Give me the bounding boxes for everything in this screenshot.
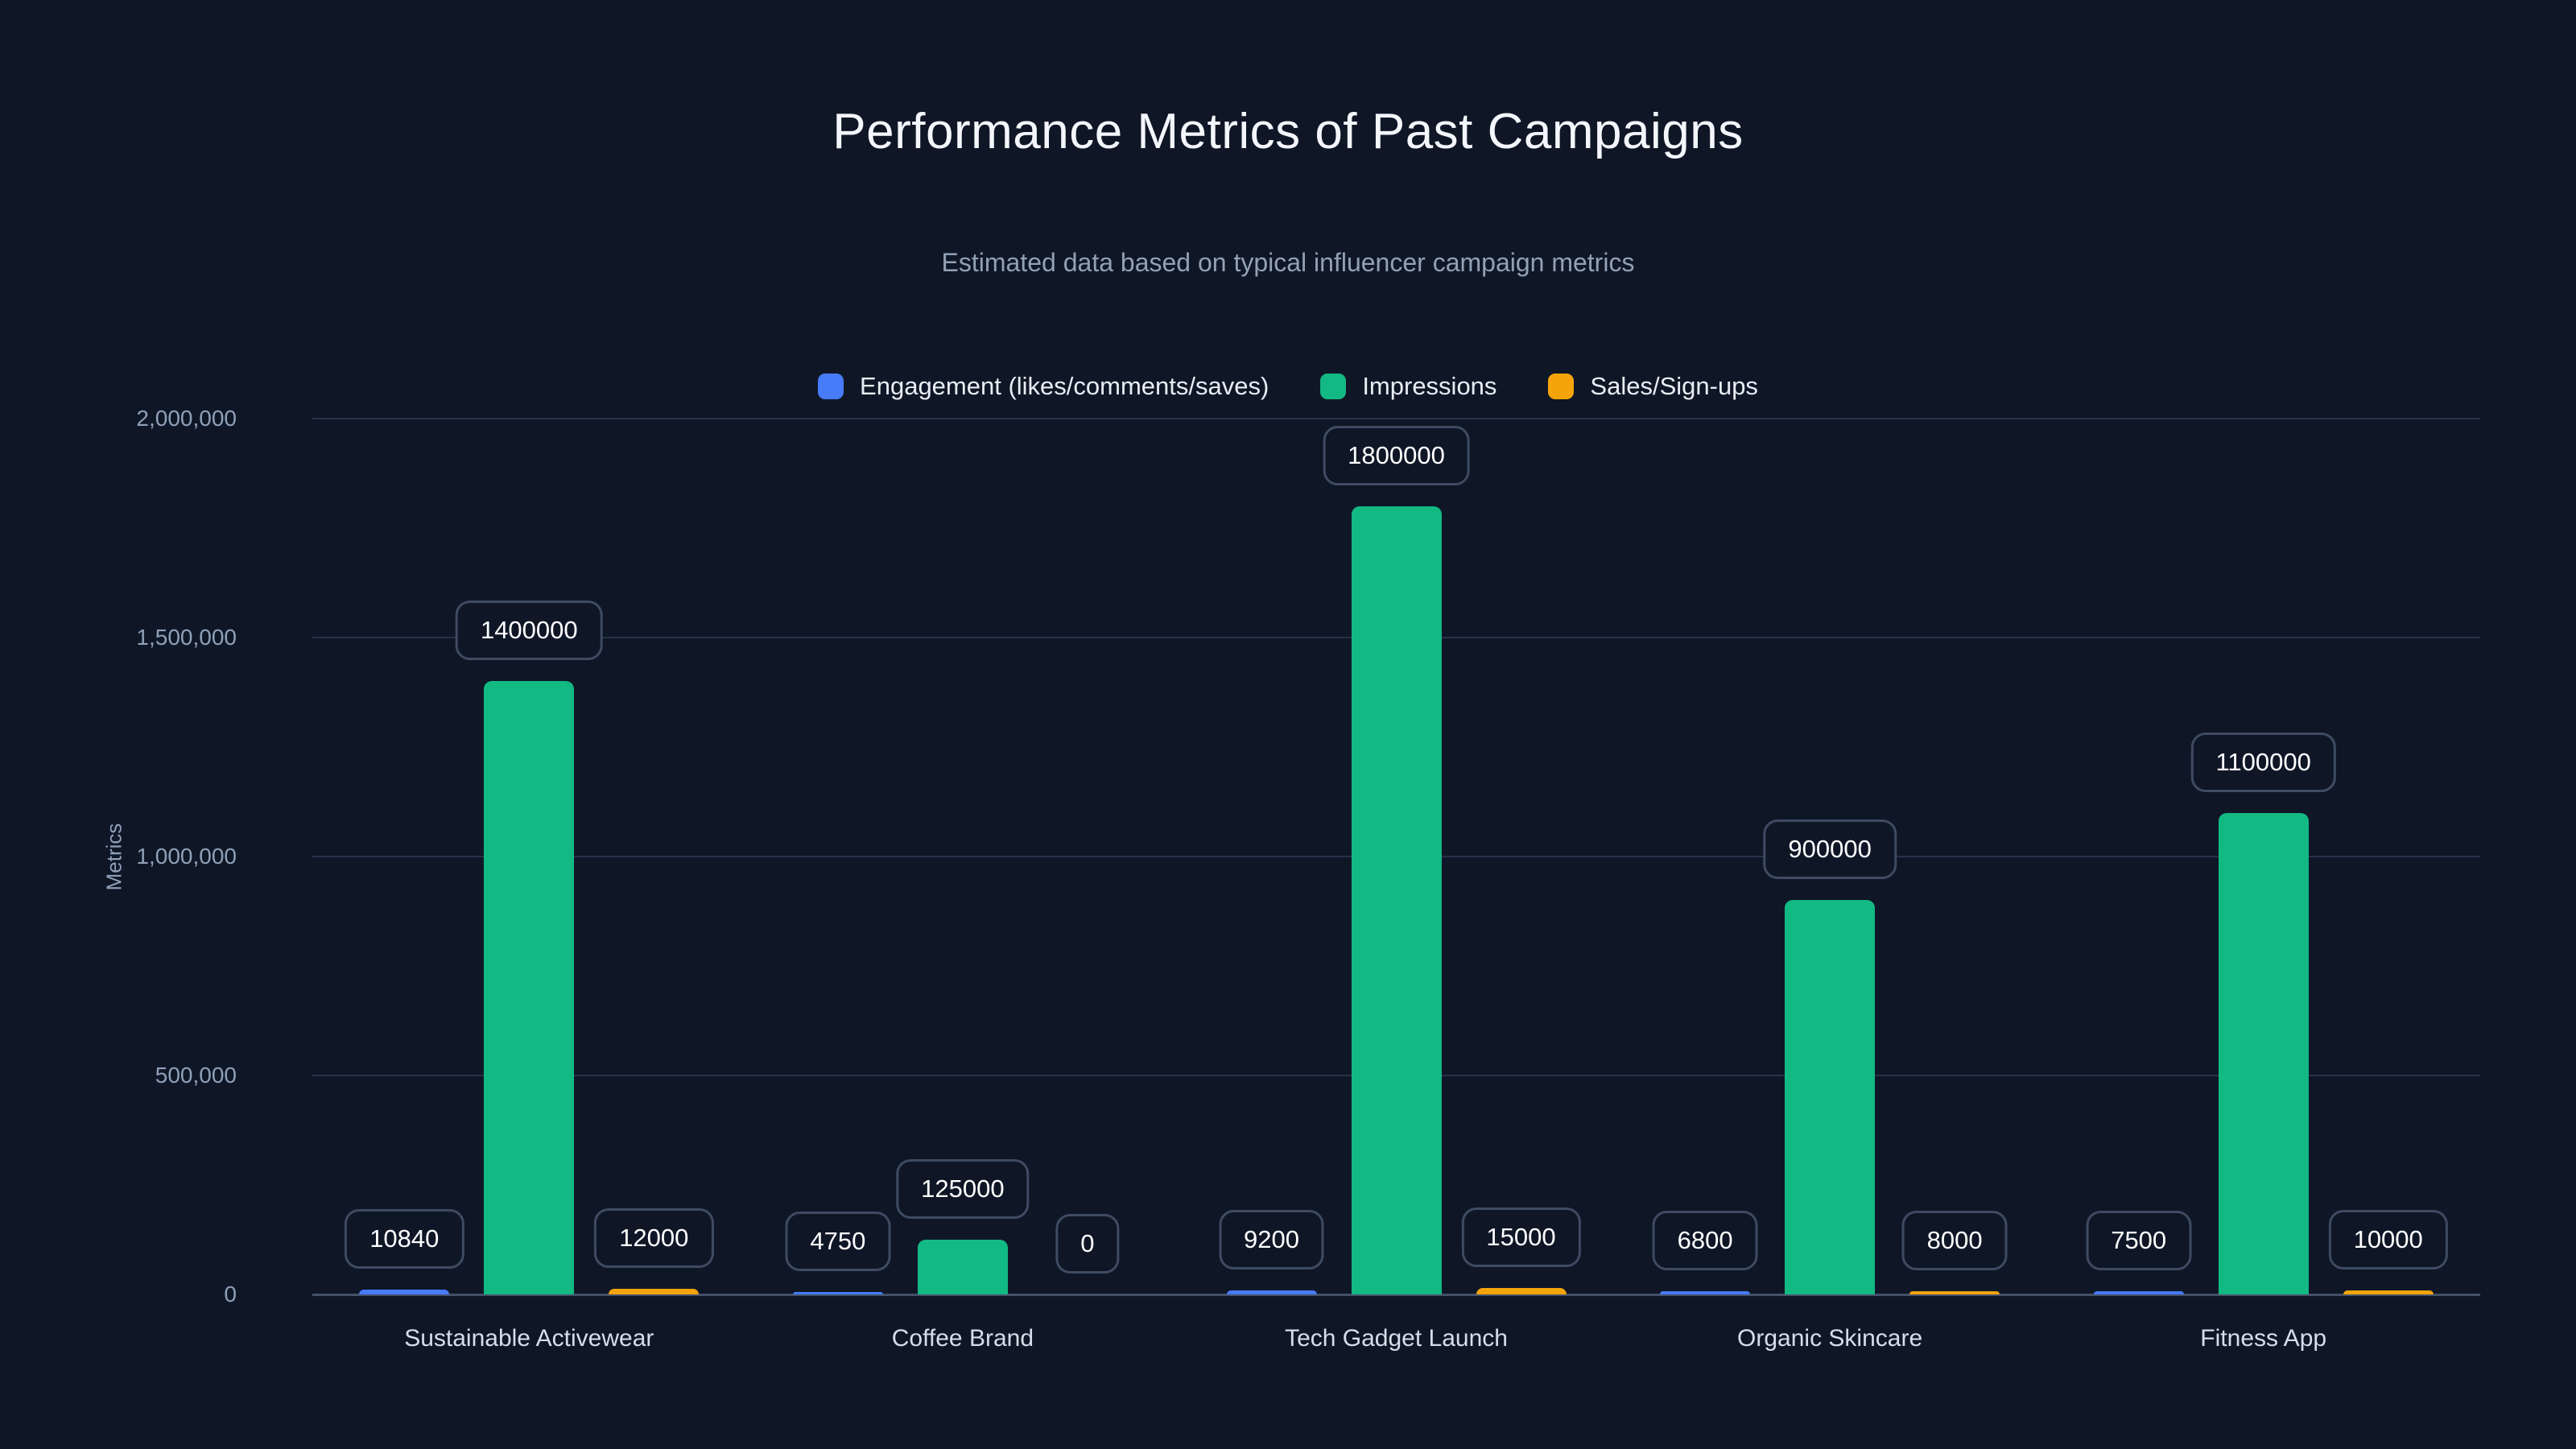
category-axis-label: Coffee Brand	[891, 1325, 1034, 1352]
bar[interactable]	[2218, 813, 2309, 1294]
gridline	[312, 418, 2480, 419]
bar[interactable]	[2093, 1291, 2184, 1294]
bar[interactable]	[1909, 1291, 2000, 1294]
chart-subtitle: Estimated data based on typical influenc…	[941, 248, 1635, 277]
legend-item[interactable]: Sales/Sign-ups	[1548, 372, 1758, 401]
y-tick-label: 2,000,000	[136, 406, 237, 431]
legend-item[interactable]: Engagement (likes/comments/saves)	[818, 372, 1269, 401]
bar-value-label: 125000	[896, 1159, 1030, 1219]
chart-title: Performance Metrics of Past Campaigns	[832, 104, 1744, 159]
bar-value-label: 1100000	[2190, 733, 2336, 792]
bar-value-label: 6800	[1652, 1211, 1758, 1270]
category-axis-label: Fitness App	[2200, 1325, 2327, 1352]
x-axis-line	[312, 1294, 2480, 1296]
category-axis-label: Tech Gadget Launch	[1285, 1325, 1508, 1352]
bar[interactable]	[1785, 900, 1876, 1294]
bar[interactable]	[609, 1289, 700, 1294]
y-tick-label: 1,500,000	[136, 625, 237, 650]
legend-label: Engagement (likes/comments/saves)	[860, 372, 1269, 400]
legend-swatch-icon	[1320, 374, 1347, 399]
bar[interactable]	[484, 681, 575, 1294]
bar-value-label: 4750	[785, 1212, 891, 1271]
bar[interactable]	[1226, 1290, 1317, 1294]
bar[interactable]	[1660, 1291, 1751, 1294]
bar-value-label: 10000	[2328, 1210, 2448, 1269]
bar[interactable]	[359, 1290, 450, 1294]
y-tick-label: 500,000	[155, 1063, 237, 1088]
bar-value-label: 0	[1055, 1214, 1120, 1274]
legend-label: Sales/Sign-ups	[1590, 372, 1758, 400]
bar[interactable]	[792, 1292, 883, 1294]
legend-swatch-icon	[818, 374, 844, 399]
legend-swatch-icon	[1548, 374, 1575, 399]
legend: Engagement (likes/comments/saves) Impress…	[0, 372, 2576, 401]
bar-value-label: 9200	[1219, 1210, 1324, 1269]
bar-value-label: 15000	[1461, 1208, 1581, 1267]
y-tick-label: 1,000,000	[136, 844, 237, 869]
bar-value-label: 1800000	[1323, 426, 1470, 485]
bar-value-label: 7500	[2086, 1211, 2192, 1270]
category-axis-label: Organic Skincare	[1737, 1325, 1923, 1352]
legend-item[interactable]: Impressions	[1320, 372, 1496, 401]
legend-label: Impressions	[1362, 372, 1497, 400]
bar[interactable]	[1476, 1288, 1567, 1294]
bar[interactable]	[1351, 506, 1442, 1294]
bar-value-label: 10840	[345, 1209, 464, 1269]
bar-value-label: 12000	[594, 1208, 714, 1268]
bar[interactable]	[917, 1240, 1008, 1294]
bar-value-label: 1400000	[455, 601, 603, 660]
bar[interactable]	[2343, 1290, 2434, 1294]
category-axis-label: Sustainable Activewear	[404, 1325, 654, 1352]
bar-value-label: 8000	[1901, 1211, 2008, 1270]
y-tick-label: 0	[224, 1282, 237, 1307]
bar-value-label: 900000	[1763, 819, 1897, 879]
